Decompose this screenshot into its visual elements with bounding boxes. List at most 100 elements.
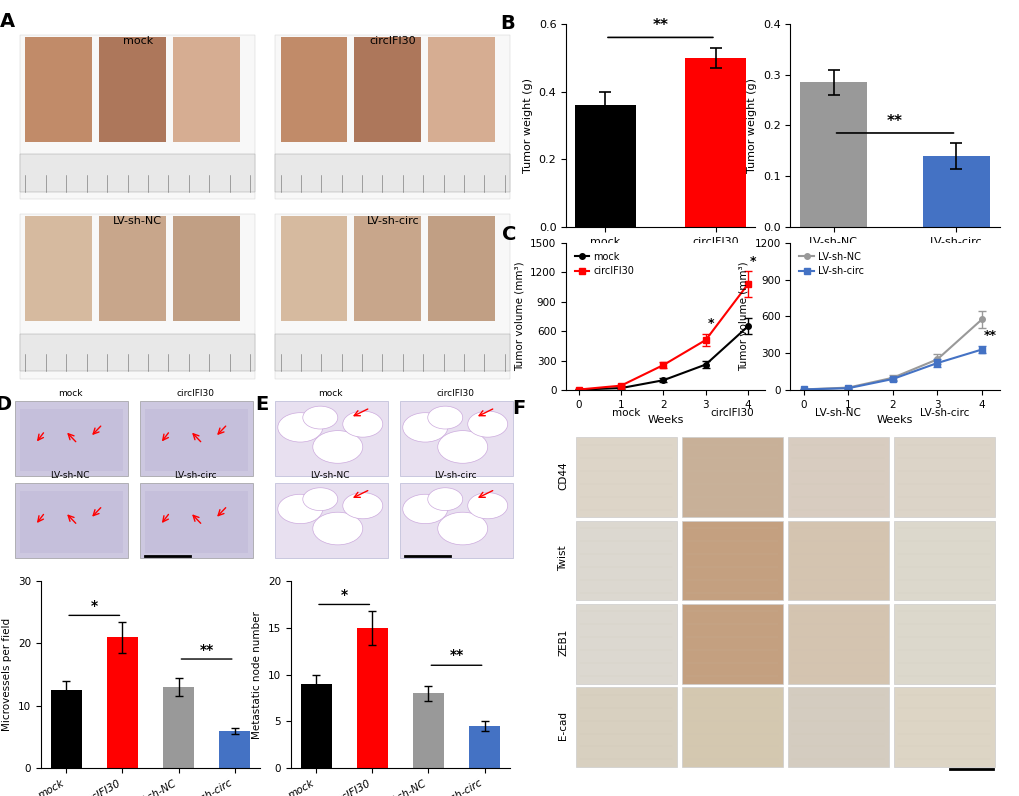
- Bar: [787, 687, 889, 767]
- X-axis label: Weeks: Weeks: [876, 416, 912, 425]
- Y-axis label: Tumor weight (g): Tumor weight (g): [747, 78, 757, 173]
- LV-sh-NC: [886, 373, 898, 383]
- Bar: [787, 438, 889, 517]
- mock: [741, 322, 753, 331]
- Bar: [275, 334, 510, 371]
- Text: **: **: [983, 330, 996, 342]
- circIFI30: [741, 279, 753, 289]
- circIFI30: [614, 380, 627, 390]
- Text: F: F: [512, 399, 525, 418]
- mock: [656, 376, 668, 385]
- Bar: [107, 637, 138, 768]
- Text: **: **: [652, 18, 667, 33]
- Bar: [275, 154, 510, 192]
- Text: circIFI30: circIFI30: [710, 408, 753, 418]
- Bar: [399, 483, 513, 558]
- Bar: [145, 491, 248, 553]
- circIFI30: [656, 361, 668, 370]
- Text: Twist: Twist: [558, 546, 568, 572]
- Text: *: *: [340, 587, 347, 602]
- Text: *: *: [749, 255, 756, 267]
- Bar: [275, 214, 510, 379]
- Bar: [100, 37, 166, 142]
- Bar: [140, 483, 253, 558]
- Y-axis label: Tumor weight (g): Tumor weight (g): [523, 78, 533, 173]
- Bar: [20, 409, 122, 471]
- Text: ZEB1: ZEB1: [558, 628, 568, 656]
- Text: mock: mock: [318, 389, 342, 398]
- Text: LV-sh-NC: LV-sh-NC: [113, 216, 162, 226]
- Text: circIFI30: circIFI30: [176, 389, 214, 398]
- Text: **: **: [449, 649, 464, 662]
- Bar: [893, 521, 994, 600]
- Bar: [20, 491, 122, 553]
- Bar: [357, 628, 387, 768]
- LV-sh-NC: [930, 354, 943, 364]
- Y-axis label: Tumor volume (mm³): Tumor volume (mm³): [514, 262, 524, 371]
- mock: [699, 360, 711, 369]
- Circle shape: [437, 431, 487, 463]
- Bar: [575, 438, 677, 517]
- Line: LV-sh-circ: LV-sh-circ: [800, 347, 983, 392]
- Text: circIFI30: circIFI30: [369, 37, 416, 46]
- Bar: [575, 687, 677, 767]
- Bar: [681, 687, 783, 767]
- Text: LV-sh-NC: LV-sh-NC: [50, 470, 90, 479]
- Text: **: **: [200, 642, 214, 657]
- Circle shape: [468, 493, 507, 519]
- Bar: [280, 217, 346, 322]
- Bar: [173, 217, 239, 322]
- Legend: LV-sh-NC, LV-sh-circ: LV-sh-NC, LV-sh-circ: [795, 248, 867, 280]
- Text: LV-sh-circ: LV-sh-circ: [433, 470, 476, 479]
- Text: LV-sh-circ: LV-sh-circ: [173, 470, 216, 479]
- Circle shape: [403, 494, 447, 524]
- Text: E-cad: E-cad: [558, 711, 568, 739]
- Bar: [469, 726, 499, 768]
- Text: LV-sh-NC: LV-sh-NC: [310, 470, 350, 479]
- circIFI30: [699, 335, 711, 345]
- Circle shape: [342, 411, 382, 437]
- Bar: [51, 690, 82, 768]
- Bar: [25, 37, 92, 142]
- Circle shape: [313, 431, 363, 463]
- Bar: [20, 334, 255, 371]
- Circle shape: [427, 406, 463, 429]
- Circle shape: [277, 494, 322, 524]
- Line: LV-sh-NC: LV-sh-NC: [800, 317, 983, 392]
- Circle shape: [403, 412, 447, 442]
- Bar: [163, 687, 194, 768]
- Bar: [799, 82, 866, 227]
- Text: LV-sh-NC: LV-sh-NC: [814, 408, 860, 418]
- Bar: [575, 604, 677, 684]
- Text: mock: mock: [122, 37, 153, 46]
- Circle shape: [437, 513, 487, 544]
- Bar: [428, 37, 494, 142]
- Bar: [20, 214, 255, 379]
- Circle shape: [313, 513, 363, 544]
- Bar: [681, 438, 783, 517]
- Y-axis label: Tumor volume (mm³): Tumor volume (mm³): [738, 262, 748, 371]
- Y-axis label: Metastatic node number: Metastatic node number: [252, 611, 262, 739]
- Text: LV-sh-circ: LV-sh-circ: [366, 216, 419, 226]
- Circle shape: [303, 406, 337, 429]
- Bar: [280, 37, 346, 142]
- Bar: [275, 483, 387, 558]
- Line: mock: mock: [576, 323, 750, 392]
- Text: CD44: CD44: [558, 461, 568, 490]
- Bar: [574, 105, 635, 227]
- Bar: [140, 401, 253, 476]
- Bar: [681, 521, 783, 600]
- Bar: [685, 58, 746, 227]
- Bar: [275, 401, 387, 476]
- Text: C: C: [502, 225, 517, 244]
- Circle shape: [303, 488, 337, 510]
- LV-sh-circ: [797, 384, 809, 394]
- Text: **: **: [887, 114, 902, 129]
- Bar: [681, 604, 783, 684]
- Bar: [922, 156, 989, 227]
- Circle shape: [427, 488, 463, 510]
- Bar: [145, 409, 248, 471]
- Bar: [787, 521, 889, 600]
- Circle shape: [342, 493, 382, 519]
- LV-sh-circ: [930, 358, 943, 368]
